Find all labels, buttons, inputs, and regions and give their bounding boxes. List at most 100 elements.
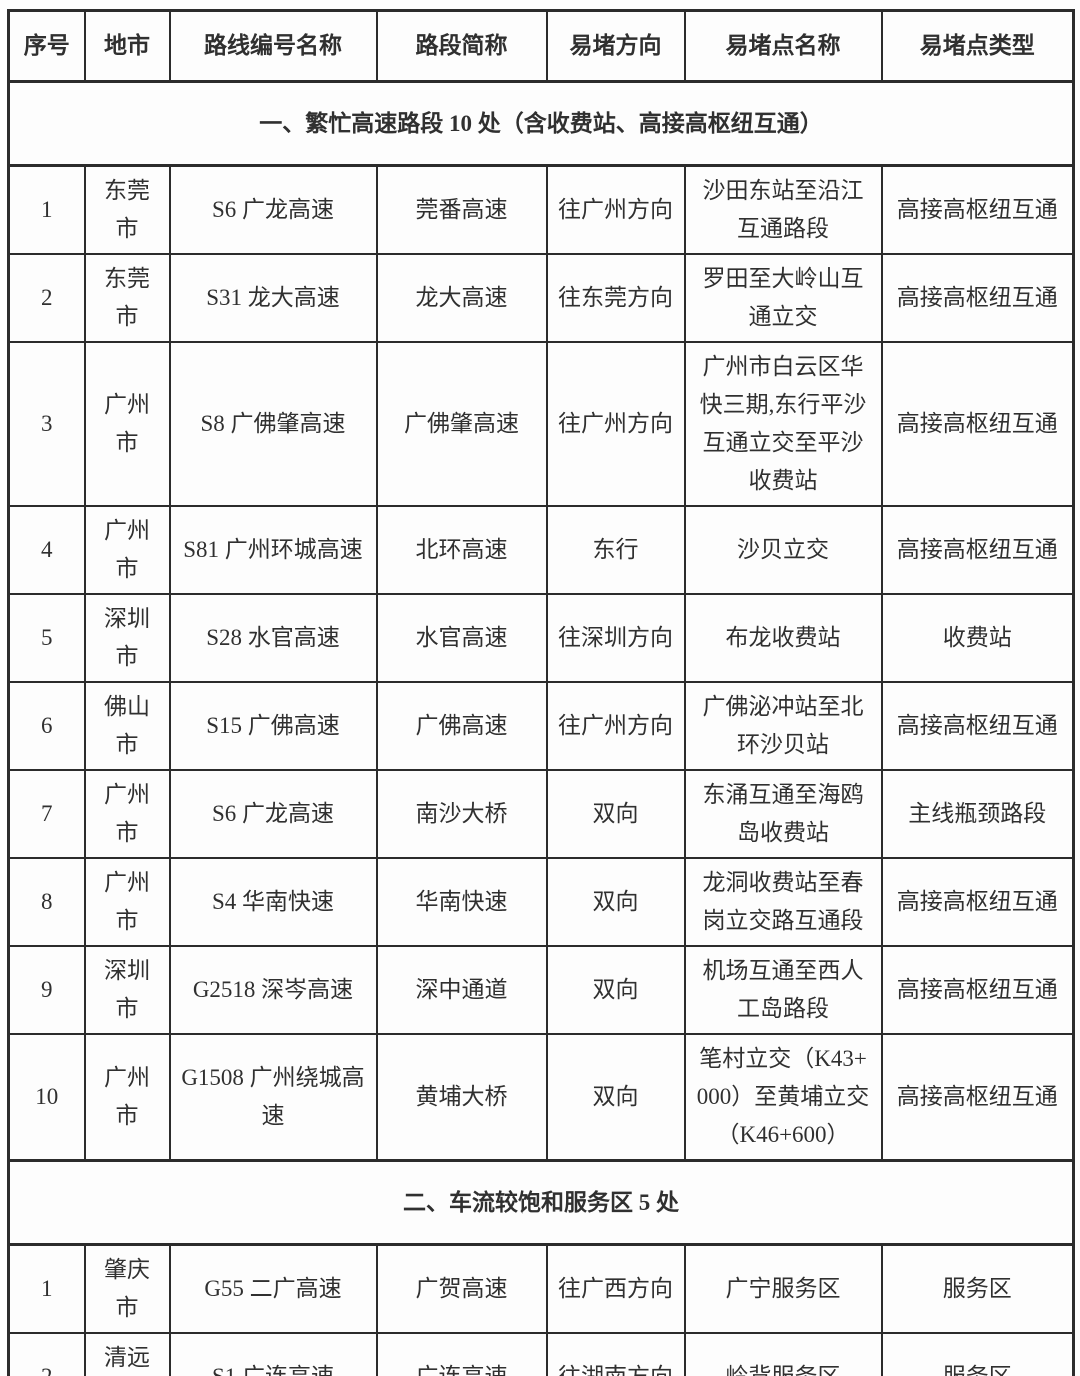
cell-section-abbr: 广佛肇高速	[375, 341, 548, 507]
table-row: 5 深圳市 S28 水官高速 水官高速 往深圳方向 布龙收费站 收费站	[7, 593, 1075, 683]
section-title: 二、车流较饱和服务区 5 处	[7, 1159, 1075, 1246]
cell-route-name: S6 广龙高速	[168, 164, 378, 255]
cell-route-name: S4 华南快速	[168, 857, 378, 947]
table-row: 3 广州市 S8 广佛肇高速 广佛肇高速 往广州方向 广州市白云区华快三期,东行平沙互通立…	[7, 341, 1075, 507]
cell-section-abbr: 北环高速	[375, 505, 548, 595]
cell-index: 5	[7, 593, 86, 683]
table-row: 2 东莞市 S31 龙大高速 龙大高速 往东莞方向 罗田至大岭山互通立交 高接高枢纽互通	[7, 253, 1075, 343]
cell-point-type: 高接高枢纽互通	[880, 1033, 1075, 1162]
cell-point-name: 布龙收费站	[683, 593, 883, 683]
cell-section-abbr: 莞番高速	[375, 164, 548, 255]
cell-route-name: S6 广龙高速	[168, 769, 378, 859]
cell-city: 广州市	[83, 769, 171, 859]
column-header-section-abbr: 路段简称	[375, 9, 548, 83]
cell-point-type: 高接高枢纽互通	[880, 681, 1075, 771]
cell-section-abbr: 广贺高速	[375, 1243, 548, 1334]
cell-point-name: 岭背服务区	[683, 1332, 883, 1376]
column-header-direction: 易堵方向	[545, 9, 686, 83]
cell-point-name: 笔村立交（K43+000）至黄埔立交（K46+600）	[683, 1033, 883, 1162]
cell-point-type: 高接高枢纽互通	[880, 164, 1075, 255]
section-header-row: 二、车流较饱和服务区 5 处	[7, 1159, 1075, 1246]
cell-point-type: 高接高枢纽互通	[880, 945, 1075, 1035]
cell-route-name: G2518 深岑高速	[168, 945, 378, 1035]
section-title: 一、繁忙高速路段 10 处（含收费站、高接高枢纽互通）	[7, 80, 1075, 167]
cell-city: 广州市	[83, 505, 171, 595]
column-header-route-name: 路线编号名称	[168, 9, 378, 83]
cell-direction: 往广西方向	[545, 1243, 686, 1334]
table-row: 7 广州市 S6 广龙高速 南沙大桥 双向 东涌互通至海鸥岛收费站 主线瓶颈路段	[7, 769, 1075, 859]
cell-section-abbr: 华南快速	[375, 857, 548, 947]
cell-direction: 往深圳方向	[545, 593, 686, 683]
cell-index: 1	[7, 164, 86, 255]
cell-section-abbr: 深中通道	[375, 945, 548, 1035]
cell-direction: 双向	[545, 769, 686, 859]
cell-section-abbr: 黄埔大桥	[375, 1033, 548, 1162]
congestion-table: 序号 地市 路线编号名称 路段简称 易堵方向 易堵点名称 易堵点类型 一、繁忙高…	[7, 9, 1075, 1376]
cell-point-type: 服务区	[880, 1243, 1075, 1334]
cell-section-abbr: 水官高速	[375, 593, 548, 683]
table-row: 6 佛山市 S15 广佛高速 广佛高速 往广州方向 广佛泌冲站至北环沙贝站 高接高枢纽互通	[7, 681, 1075, 771]
cell-point-name: 龙洞收费站至春岗立交路互通段	[683, 857, 883, 947]
cell-section-abbr: 广佛高速	[375, 681, 548, 771]
cell-point-name: 罗田至大岭山互通立交	[683, 253, 883, 343]
cell-route-name: S1 广连高速	[168, 1332, 378, 1376]
cell-city: 清远市	[83, 1332, 171, 1376]
cell-point-name: 东涌互通至海鸥岛收费站	[683, 769, 883, 859]
cell-section-abbr: 广连高速	[375, 1332, 548, 1376]
table-row: 10 广州市 G1508 广州绕城高速 黄埔大桥 双向 笔村立交（K43+000）至黄埔立…	[7, 1033, 1075, 1162]
cell-city: 东莞市	[83, 164, 171, 255]
cell-section-abbr: 龙大高速	[375, 253, 548, 343]
cell-point-type: 高接高枢纽互通	[880, 505, 1075, 595]
cell-direction: 往湖南方向	[545, 1332, 686, 1376]
cell-point-type: 服务区	[880, 1332, 1075, 1376]
cell-route-name: S15 广佛高速	[168, 681, 378, 771]
section-header-row: 一、繁忙高速路段 10 处（含收费站、高接高枢纽互通）	[7, 80, 1075, 167]
cell-city: 广州市	[83, 341, 171, 507]
cell-city: 肇庆市	[83, 1243, 171, 1334]
cell-index: 10	[7, 1033, 86, 1162]
table-row: 1 东莞市 S6 广龙高速 莞番高速 往广州方向 沙田东站至沿江互通路段 高接高枢纽互通	[7, 164, 1075, 255]
cell-point-name: 广州市白云区华快三期,东行平沙互通立交至平沙收费站	[683, 341, 883, 507]
cell-index: 9	[7, 945, 86, 1035]
cell-route-name: S81 广州环城高速	[168, 505, 378, 595]
cell-city: 深圳市	[83, 945, 171, 1035]
column-header-point-name: 易堵点名称	[683, 9, 883, 83]
cell-route-name: S31 龙大高速	[168, 253, 378, 343]
table-row: 2清远市S1 广连高速广连高速往湖南方向岭背服务区服务区	[7, 1332, 1075, 1376]
cell-direction: 往广州方向	[545, 341, 686, 507]
cell-route-name: G55 二广高速	[168, 1243, 378, 1334]
cell-direction: 往广州方向	[545, 164, 686, 255]
cell-city: 深圳市	[83, 593, 171, 683]
cell-route-name: S28 水官高速	[168, 593, 378, 683]
cell-city: 佛山市	[83, 681, 171, 771]
cell-direction: 双向	[545, 945, 686, 1035]
cell-direction: 双向	[545, 857, 686, 947]
cell-index: 8	[7, 857, 86, 947]
cell-index: 2	[7, 253, 86, 343]
cell-point-name: 机场互通至西人工岛路段	[683, 945, 883, 1035]
cell-index: 2	[7, 1332, 86, 1376]
cell-city: 广州市	[83, 857, 171, 947]
cell-direction: 东行	[545, 505, 686, 595]
cell-index: 1	[7, 1243, 86, 1334]
cell-point-type: 高接高枢纽互通	[880, 341, 1075, 507]
table-row: 9 深圳市 G2518 深岑高速 深中通道 双向 机场互通至西人工岛路段 高接高枢纽互通	[7, 945, 1075, 1035]
header-row: 序号 地市 路线编号名称 路段简称 易堵方向 易堵点名称 易堵点类型	[7, 9, 1075, 83]
cell-point-type: 高接高枢纽互通	[880, 253, 1075, 343]
cell-route-name: S8 广佛肇高速	[168, 341, 378, 507]
cell-city: 东莞市	[83, 253, 171, 343]
column-header-point-type: 易堵点类型	[880, 9, 1075, 83]
cell-direction: 往东莞方向	[545, 253, 686, 343]
cell-point-name: 沙贝立交	[683, 505, 883, 595]
cell-point-type: 主线瓶颈路段	[880, 769, 1075, 859]
cell-index: 7	[7, 769, 86, 859]
cell-point-type: 高接高枢纽互通	[880, 857, 1075, 947]
cell-city: 广州市	[83, 1033, 171, 1162]
column-header-city: 地市	[83, 9, 171, 83]
table-row: 4 广州市 S81 广州环城高速 北环高速 东行 沙贝立交 高接高枢纽互通	[7, 505, 1075, 595]
cell-direction: 双向	[545, 1033, 686, 1162]
cell-index: 6	[7, 681, 86, 771]
cell-direction: 往广州方向	[545, 681, 686, 771]
cell-index: 3	[7, 341, 86, 507]
